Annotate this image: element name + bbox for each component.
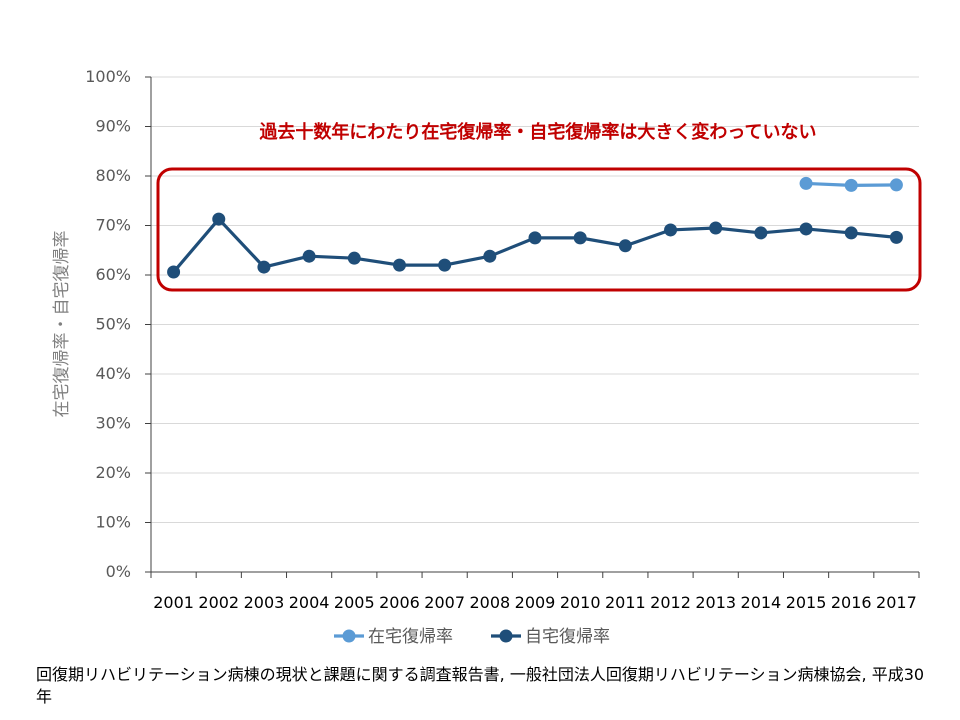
- annotation-text: 過去十数年にわたり在宅復帰率・自宅復帰率は大きく変わっていない: [259, 121, 816, 143]
- data-point: [889, 178, 903, 192]
- x-tick-label: 2012: [650, 593, 691, 612]
- data-point: [709, 221, 723, 235]
- x-tick-label: 2002: [198, 593, 239, 612]
- y-tick-label: 30%: [95, 414, 131, 433]
- legend-label: 在宅復帰率: [368, 627, 453, 647]
- data-point: [257, 260, 271, 274]
- y-tick-label: 100%: [85, 67, 131, 86]
- y-tick-label: 50%: [95, 315, 131, 334]
- line-chart: 0%10%20%30%40%50%60%70%80%90%100% 2001 20…: [52, 67, 922, 647]
- series-layer: [167, 176, 903, 279]
- data-point: [483, 249, 497, 263]
- x-tick-label: 2006: [379, 593, 420, 612]
- x-tick-label: 2008: [469, 593, 510, 612]
- data-point: [438, 258, 452, 272]
- x-tick-label: 2011: [605, 593, 646, 612]
- data-point: [844, 226, 858, 240]
- gridlines: [151, 76, 919, 523]
- x-tick-label: 2005: [334, 593, 375, 612]
- data-point: [302, 249, 316, 263]
- x-tick-label: 2014: [741, 593, 782, 612]
- y-tick-label: 70%: [95, 216, 131, 235]
- y-tick-label: 0%: [106, 562, 131, 581]
- y-tick-label: 40%: [95, 364, 131, 383]
- x-tick-label: 2010: [560, 593, 601, 612]
- x-tick-label: 2017: [876, 593, 917, 612]
- data-point: [528, 231, 542, 245]
- x-tick-label: 2015: [786, 593, 827, 612]
- highlight-box: [156, 167, 922, 292]
- data-point: [799, 222, 813, 236]
- data-point: [392, 258, 406, 272]
- x-tick-label: 2016: [831, 593, 872, 612]
- data-point: [573, 231, 587, 245]
- x-tick-label: 2004: [289, 593, 330, 612]
- legend-swatch-marker: [499, 629, 513, 643]
- y-axis: 0% 10% 20% 30% 40% 50% 60% 70% 80% 90% 100%: [85, 67, 152, 581]
- x-axis: 2001 2002 2003 2004 2005 2006 2007 2008 2009 2010…: [150, 571, 920, 612]
- legend: 在宅復帰率 自宅復帰率: [334, 627, 610, 647]
- x-tick-label: 2013: [695, 593, 736, 612]
- data-point: [844, 178, 858, 192]
- x-tick-label: 2009: [515, 593, 556, 612]
- data-point: [212, 212, 226, 226]
- data-point: [664, 223, 678, 237]
- legend-label: 自宅復帰率: [525, 627, 610, 647]
- x-tick-label: 2001: [153, 593, 194, 612]
- data-point: [347, 251, 361, 265]
- y-axis-label: 在宅復帰率・自宅復帰率: [52, 231, 72, 418]
- data-point: [167, 265, 181, 279]
- legend-swatch-marker: [342, 629, 356, 643]
- x-tick-label: 2007: [424, 593, 465, 612]
- data-point: [618, 239, 632, 253]
- y-tick-label: 60%: [95, 265, 131, 284]
- data-point: [754, 226, 768, 240]
- y-tick-label: 90%: [95, 117, 131, 136]
- y-tick-label: 10%: [95, 513, 131, 532]
- source-citation: 回復期リハビリテーション病棟の現状と課題に関する調査報告書, 一般社団法人回復期…: [36, 665, 925, 706]
- series-line-jitaku: [172, 217, 897, 274]
- y-tick-label: 80%: [95, 166, 131, 185]
- y-tick-label: 20%: [95, 463, 131, 482]
- data-point: [889, 230, 903, 244]
- data-point: [799, 176, 813, 190]
- x-tick-label: 2003: [244, 593, 285, 612]
